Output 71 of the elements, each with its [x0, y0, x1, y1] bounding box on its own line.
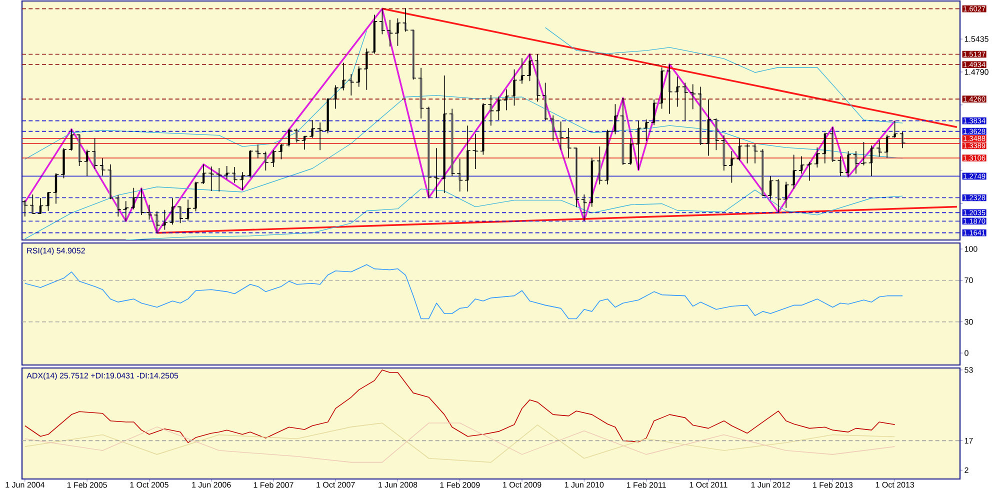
x-tick-label: 1 Feb 2007 — [254, 482, 294, 488]
candlestick — [192, 181, 199, 212]
candlestick — [643, 119, 650, 142]
candlestick — [496, 96, 502, 120]
text: RSI(14) 54.9052 — [27, 248, 85, 256]
x-tick-label: 1 Jun 2008 — [378, 482, 418, 488]
candlestick — [441, 75, 448, 194]
candlestick — [511, 69, 518, 106]
x-tick-label: 1 Feb 2011 — [626, 482, 666, 488]
x-tick-label: 1 Oct 2007 — [316, 482, 355, 488]
x-tick-label: 1 Oct 2009 — [503, 482, 542, 488]
x-tick-label: 1 Feb 2013 — [813, 482, 853, 488]
candlestick — [309, 120, 316, 138]
line-series — [24, 264, 903, 320]
candlestick — [45, 192, 52, 212]
candlestick — [728, 150, 735, 184]
y-tick-label: 53 — [964, 367, 973, 373]
line-series — [24, 8, 896, 234]
candlestick — [76, 134, 82, 166]
candlestick — [612, 104, 618, 135]
candlestick — [760, 148, 766, 196]
text: ADX(14) 25.7512 +DI:19.0431 -DI:14.2505 — [26, 372, 178, 380]
candlestick — [830, 126, 836, 162]
candlestick — [247, 150, 254, 178]
x-tick-label: 1 Feb 2009 — [440, 482, 480, 488]
candlestick — [410, 29, 416, 80]
y-tick-label: 30 — [964, 319, 973, 325]
candlestick — [92, 138, 98, 170]
candlestick — [698, 86, 704, 146]
y-tick-label: 2 — [964, 467, 968, 473]
line-series — [126, 188, 903, 240]
y-tick-label: 17 — [964, 438, 973, 444]
candlestick — [177, 206, 184, 224]
y-tick-label: 70 — [964, 277, 973, 284]
y-tick-label: 1.5435 — [964, 36, 988, 42]
y-tick-label: 0 — [964, 350, 968, 356]
candlestick — [480, 102, 486, 156]
candlestick — [60, 148, 67, 179]
line-series — [24, 370, 896, 444]
candlestick — [426, 106, 432, 198]
x-tick-label: 1 Oct 2013 — [876, 482, 914, 488]
candlestick — [775, 178, 782, 213]
candlestick — [394, 18, 401, 46]
candlestick — [52, 172, 60, 204]
x-tick-label: 1 Oct 2011 — [690, 482, 728, 488]
candlestick — [286, 128, 292, 147]
candlestick — [713, 118, 720, 151]
candlestick — [324, 98, 331, 134]
candlestick — [628, 137, 634, 166]
candlestick — [814, 147, 820, 168]
candlestick — [30, 194, 36, 214]
candlestick — [876, 140, 882, 158]
y-tick-label: 1.4790 — [964, 69, 988, 75]
x-tick-label: 1 Oct 2005 — [130, 482, 168, 488]
x-tick-label: 1 Jun 2006 — [192, 482, 231, 488]
candlestick — [294, 128, 300, 143]
candlestick — [596, 146, 603, 185]
candlestick — [526, 54, 533, 82]
candlestick — [130, 188, 137, 210]
x-tick-label: 1 Jun 2012 — [751, 482, 790, 488]
candlestick — [364, 48, 370, 90]
y-tick-label: 100 — [964, 246, 978, 252]
candlestick — [379, 8, 386, 35]
x-tick-label: 1 Jun 2010 — [564, 482, 604, 488]
x-tick-label: 1 Jun 2004 — [6, 482, 44, 488]
line-series — [24, 422, 896, 463]
candlestick — [658, 66, 665, 110]
candlestick — [845, 150, 852, 178]
candlestick — [542, 82, 548, 120]
x-tick-label: 1 Feb 2005 — [67, 482, 107, 488]
candlestick — [169, 198, 176, 226]
